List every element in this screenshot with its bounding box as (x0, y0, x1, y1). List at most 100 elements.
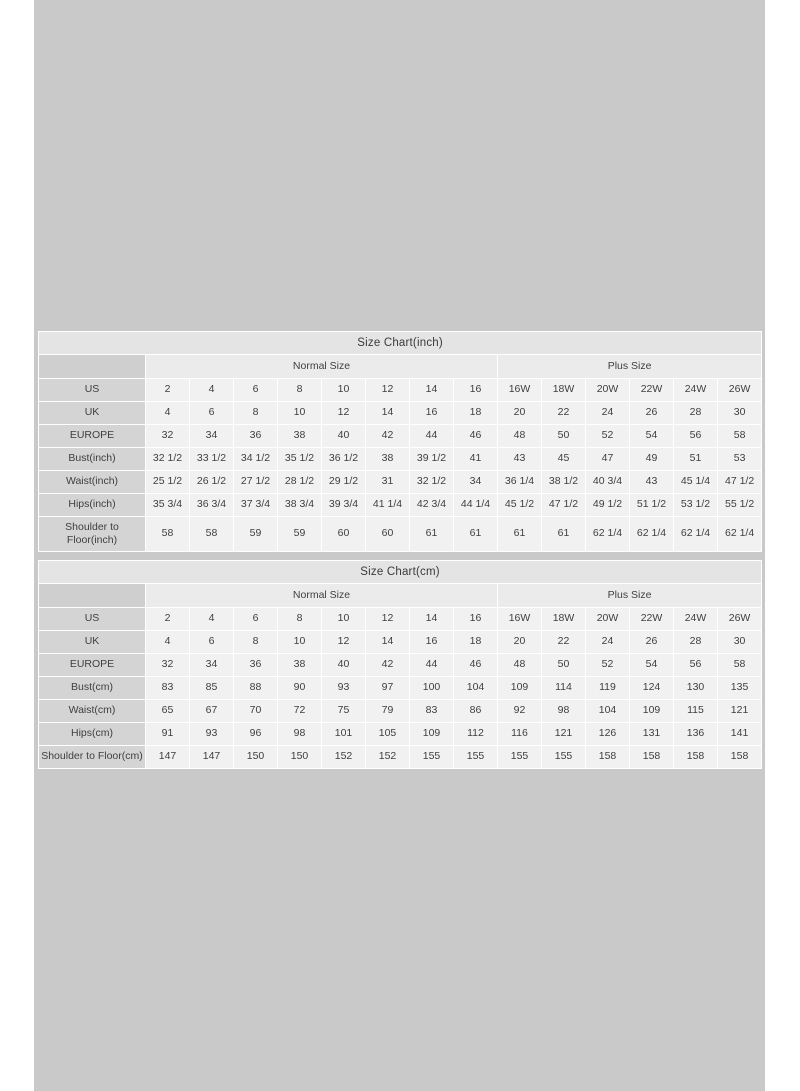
data-cell: 116 (497, 722, 542, 746)
data-cell: 36 3/4 (189, 493, 234, 517)
data-cell: 155 (497, 745, 542, 769)
data-cell: 2 (145, 378, 190, 402)
data-cell: 10 (277, 630, 322, 654)
table-row: Hips(inch) 35 3/4 36 3/4 37 3/4 38 3/4 39 3/4… (38, 493, 763, 517)
data-cell: 59 (277, 516, 322, 552)
data-cell: 53 1/2 (673, 493, 718, 517)
data-cell: 6 (189, 630, 234, 654)
data-cell: 37 3/4 (233, 493, 278, 517)
data-cell: 12 (365, 378, 410, 402)
data-cell: 20W (585, 607, 630, 631)
data-cell: 47 1/2 (541, 493, 586, 517)
data-cell: 105 (365, 722, 410, 746)
data-cell: 4 (145, 401, 190, 425)
data-cell: 34 (189, 424, 234, 448)
table-row: UK 4 6 8 10 12 14 16 18 20 22 24 26 28 30 (38, 630, 763, 654)
data-cell: 51 (673, 447, 718, 471)
data-cell: 112 (453, 722, 498, 746)
data-cell: 14 (365, 630, 410, 654)
data-cell: 98 (277, 722, 322, 746)
data-cell: 62 1/4 (629, 516, 674, 552)
data-cell: 101 (321, 722, 366, 746)
data-cell: 6 (189, 401, 234, 425)
table-row: Waist(inch) 25 1/2 26 1/2 27 1/2 28 1/2 29 1/… (38, 470, 763, 494)
data-cell: 45 (541, 447, 586, 471)
data-cell: 65 (145, 699, 190, 723)
data-cell: 18 (453, 630, 498, 654)
data-cell: 152 (365, 745, 410, 769)
row-label: Bust(inch) (38, 447, 146, 471)
data-cell: 8 (277, 378, 322, 402)
data-cell: 58 (145, 516, 190, 552)
data-cell: 47 1/2 (716, 470, 763, 494)
data-cell: 58 (716, 424, 763, 448)
chart-title: Size Chart(cm) (37, 560, 763, 584)
data-cell: 34 (189, 653, 234, 677)
row-label: Waist(cm) (38, 699, 146, 723)
data-cell: 16W (497, 378, 542, 402)
data-cell: 147 (145, 745, 190, 769)
data-cell: 12 (365, 607, 410, 631)
data-cell: 24W (673, 378, 718, 402)
data-cell: 30 (716, 401, 763, 425)
data-cell: 98 (541, 699, 586, 723)
table-row: Shoulder to Floor(cm) 147 147 150 150 152 152 1… (38, 745, 763, 769)
data-cell: 14 (365, 401, 410, 425)
data-cell: 114 (541, 676, 586, 700)
size-chart-table: Size Chart(cm) Normal Size Plus Size US 2 4 6… (37, 560, 763, 769)
data-cell: 10 (321, 378, 366, 402)
data-cell: 40 (321, 653, 366, 677)
data-cell: 32 (145, 424, 190, 448)
data-cell: 96 (233, 722, 278, 746)
row-label: Shoulder to Floor(inch) (38, 516, 146, 552)
data-cell: 52 (585, 653, 630, 677)
data-cell: 20 (497, 401, 542, 425)
data-cell: 28 (673, 401, 718, 425)
data-cell: 58 (716, 653, 763, 677)
data-cell: 61 (541, 516, 586, 552)
data-cell: 39 1/2 (409, 447, 454, 471)
row-label: Bust(cm) (38, 676, 146, 700)
size-chart-table: Size Chart(inch) Normal Size Plus Size US 2… (37, 331, 763, 552)
data-cell: 18W (541, 607, 586, 631)
data-cell: 46 (453, 653, 498, 677)
data-cell: 24 (585, 401, 630, 425)
data-cell: 14 (409, 607, 454, 631)
data-cell: 16 (453, 378, 498, 402)
data-cell: 58 (189, 516, 234, 552)
data-cell: 60 (365, 516, 410, 552)
data-cell: 32 (145, 653, 190, 677)
data-cell: 48 (497, 653, 542, 677)
data-cell: 49 1/2 (585, 493, 630, 517)
data-cell: 62 1/4 (716, 516, 763, 552)
data-cell: 8 (233, 630, 278, 654)
data-cell: 12 (321, 630, 366, 654)
data-cell: 26W (716, 378, 763, 402)
data-cell: 12 (321, 401, 366, 425)
data-cell: 54 (629, 424, 674, 448)
data-cell: 147 (189, 745, 234, 769)
data-cell: 62 1/4 (585, 516, 630, 552)
data-cell: 38 (277, 424, 322, 448)
data-cell: 36 1/4 (497, 470, 542, 494)
data-cell: 115 (673, 699, 718, 723)
data-cell: 90 (277, 676, 322, 700)
table-row: EUROPE 32 34 36 38 40 42 44 46 48 50 52 54 56 58 (38, 653, 763, 677)
data-cell: 158 (673, 745, 718, 769)
data-cell: 28 1/2 (277, 470, 322, 494)
data-cell: 20 (497, 630, 542, 654)
data-cell: 75 (321, 699, 366, 723)
data-cell: 109 (409, 722, 454, 746)
data-cell: 104 (585, 699, 630, 723)
data-cell: 38 3/4 (277, 493, 322, 517)
group-header-normal-size: Normal Size (145, 354, 498, 379)
data-cell: 40 (321, 424, 366, 448)
data-cell: 51 1/2 (629, 493, 674, 517)
data-cell: 56 (673, 424, 718, 448)
data-cell: 35 3/4 (145, 493, 190, 517)
data-cell: 44 (409, 424, 454, 448)
group-header-row: Normal Size Plus Size (38, 354, 763, 379)
table-row: Bust(cm) 83 85 88 90 93 97 100 104 109 114 119 124 13… (38, 676, 763, 700)
row-label: Hips(inch) (38, 493, 146, 517)
